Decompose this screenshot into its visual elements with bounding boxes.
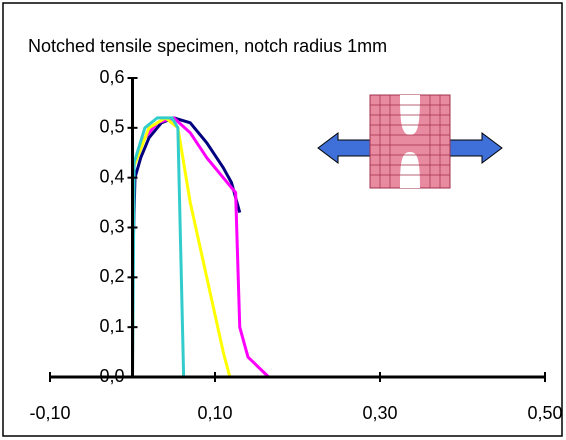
y-tick-label: 0,6 bbox=[99, 67, 124, 87]
y-tick-label: 0,4 bbox=[99, 166, 124, 186]
x-tick-label: 0,50 bbox=[527, 403, 562, 423]
y-tick-label: 0,5 bbox=[99, 117, 124, 137]
x-tick-label: 0,10 bbox=[197, 403, 232, 423]
y-tick-label: 0,3 bbox=[99, 216, 124, 236]
x-tick-label: 0,30 bbox=[362, 403, 397, 423]
x-tick-label: -0,10 bbox=[29, 403, 70, 423]
chart-border bbox=[2, 2, 563, 437]
series-line bbox=[131, 116, 458, 379]
series-line bbox=[131, 116, 458, 379]
y-tick-label: 0,1 bbox=[99, 316, 124, 336]
y-tick-label: 0,0 bbox=[99, 366, 124, 386]
chart-title: Notched tensile specimen, notch radius 1… bbox=[28, 36, 387, 56]
specimen-icon bbox=[317, 94, 503, 189]
y-tick-label: 0,2 bbox=[99, 266, 124, 286]
